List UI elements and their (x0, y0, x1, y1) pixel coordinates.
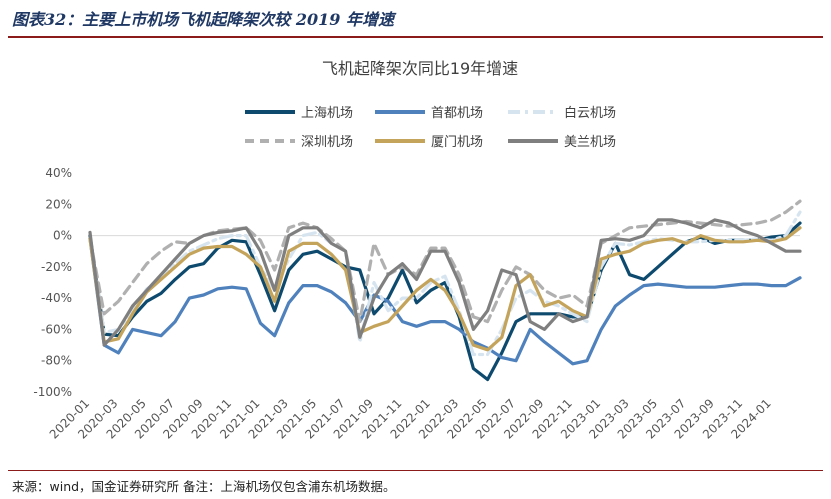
legend-label: 厦门机场 (431, 135, 483, 150)
figure-header: 图表32：主要上市机场飞机起降架次较 2019 年增速 (0, 0, 831, 40)
y-tick-label: 40% (45, 166, 72, 180)
y-tick-label: -100% (33, 385, 72, 399)
y-tick-label: 20% (45, 197, 72, 211)
source-note: 来源：wind，国金证券研究所 备注：上海机场仅包含浦东机场数据。 (12, 479, 396, 494)
header-rule (8, 36, 823, 38)
chart-area: 飞机起降架次同比19年增速 上海机场 首都机场 白云机场深圳机场 厦门机场 美兰机场 4… (0, 40, 831, 470)
series-line (88, 237, 802, 366)
chart-title: 飞机起降架次同比19年增速 (322, 59, 518, 78)
y-tick-label: -80% (41, 354, 72, 368)
legend-label: 深圳机场 (301, 135, 353, 150)
figure-title: 图表32：主要上市机场飞机起降架次较 2019 年增速 (12, 10, 394, 29)
legend-label: 上海机场 (301, 106, 353, 121)
legend-label: 首都机场 (431, 106, 483, 121)
plot-area (88, 199, 802, 382)
legend-item: 首都机场 (375, 106, 483, 121)
y-tick-label: -40% (41, 291, 72, 305)
y-tick-label: -60% (41, 322, 72, 336)
series-line (88, 218, 802, 347)
legend-item: 美兰机场 (508, 135, 616, 150)
series-line (88, 221, 802, 382)
legend-label: 美兰机场 (564, 135, 616, 150)
legend-item: 白云机场 (508, 105, 616, 121)
legend-item: 上海机场 (245, 106, 353, 121)
y-tick-label: 0% (53, 229, 72, 243)
legend-label: 白云机场 (564, 105, 616, 121)
y-axis: 40% 20% 0% -20% -40% -60% -80% -100% (33, 166, 72, 399)
legend-item: 厦门机场 (375, 135, 483, 150)
series-line (88, 226, 802, 352)
y-tick-label: -20% (41, 260, 72, 274)
series-line (88, 199, 802, 324)
footer-rule (8, 470, 823, 471)
legend-item: 深圳机场 (245, 135, 353, 150)
